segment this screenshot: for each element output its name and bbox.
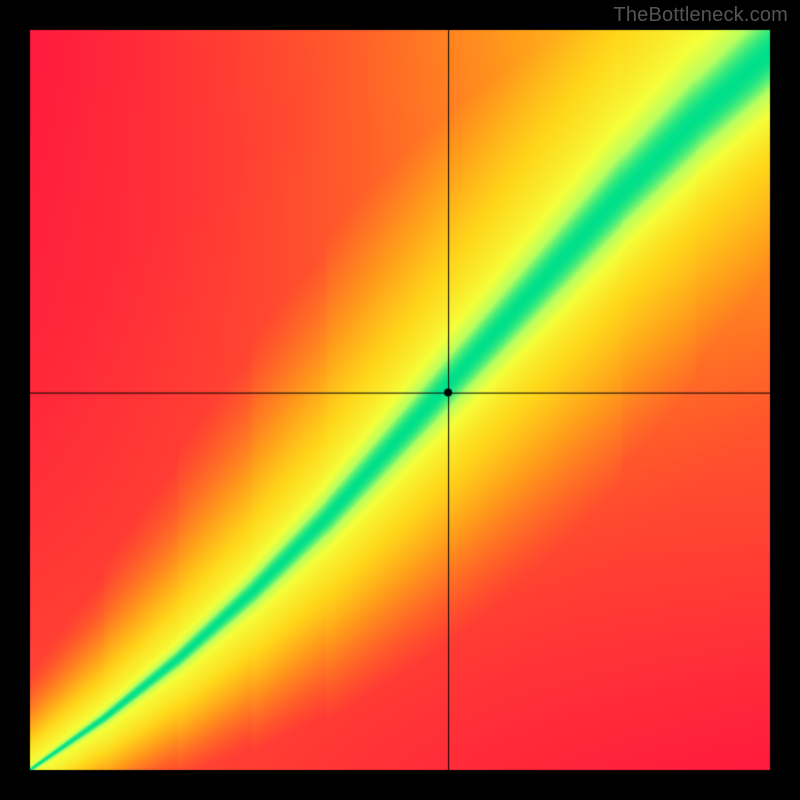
bottleneck-heatmap bbox=[0, 0, 800, 800]
chart-container: TheBottleneck.com bbox=[0, 0, 800, 800]
watermark-text: TheBottleneck.com bbox=[613, 4, 788, 27]
